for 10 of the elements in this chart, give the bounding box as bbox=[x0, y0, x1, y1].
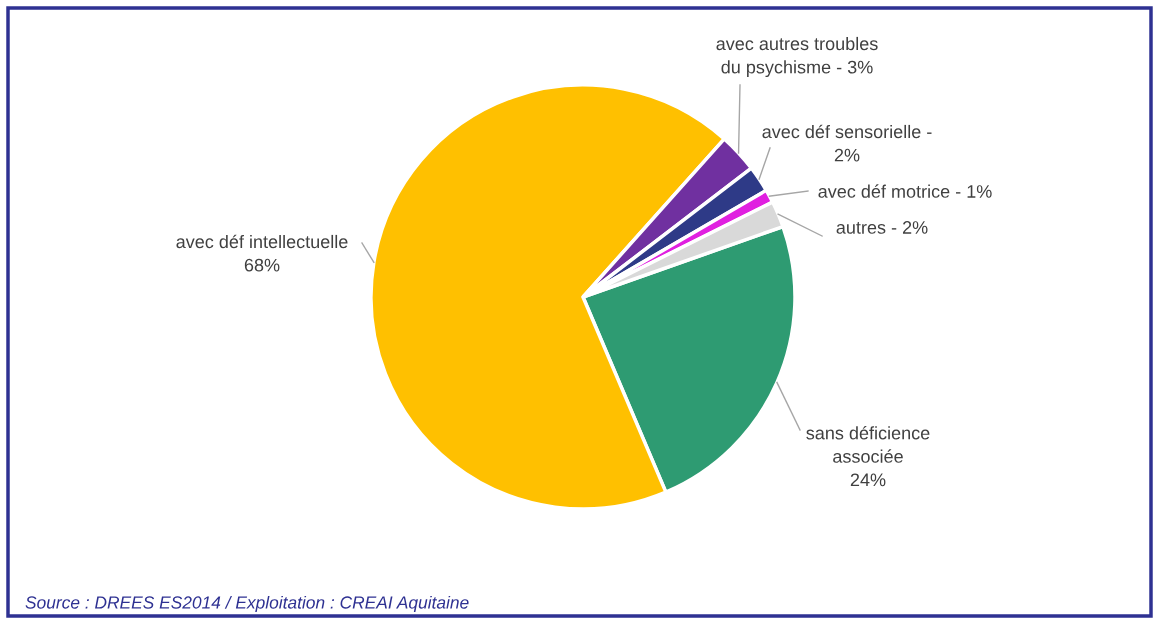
source-note: Source : DREES ES2014 / Exploitation : CREAI Aquitaine bbox=[25, 595, 469, 613]
slice-label: avec déf intellectuelle bbox=[176, 234, 348, 249]
slice-label: avec autres troubles du psychisme - 3% bbox=[716, 36, 878, 78]
slice-label: avec déf motrice - 1% bbox=[818, 184, 992, 198]
data-label: 2% bbox=[834, 148, 860, 162]
data-label: 68% bbox=[244, 258, 280, 272]
data-label: 24% bbox=[850, 473, 886, 487]
slice-label: autres - 2% bbox=[836, 221, 928, 234]
slice-label: avec déf sensorielle - bbox=[762, 124, 932, 139]
slice-label: sans déficience associée bbox=[806, 426, 930, 463]
